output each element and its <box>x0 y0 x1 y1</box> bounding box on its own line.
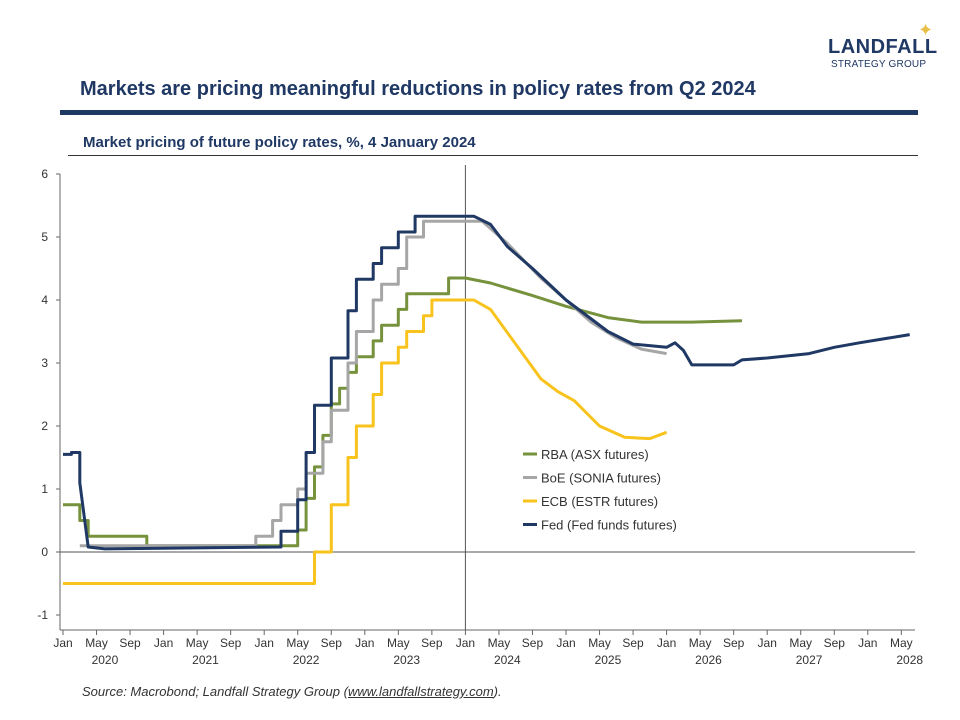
x-tick-month-label: May <box>286 636 309 650</box>
landfall-logo: ✦ LANDFALL STRATEGY GROUP <box>820 20 940 72</box>
page-title: Markets are pricing meaningful reduction… <box>80 78 756 100</box>
x-tick-month-label: May <box>186 636 209 650</box>
x-tick-month-label: Jan <box>456 636 475 650</box>
source-prefix: Source: Macrobond; Landfall Strategy Gro… <box>82 684 348 699</box>
series-line-fed <box>63 214 910 551</box>
x-tick-year-label: 2021 <box>192 653 219 667</box>
series-line-boe <box>79 219 667 548</box>
series-line-ecb <box>63 298 668 585</box>
y-tick-label: 4 <box>41 293 48 307</box>
x-tick-month-label: May <box>588 636 611 650</box>
x-tick-year-label: 2027 <box>796 653 823 667</box>
x-tick-year-label: 2025 <box>595 653 622 667</box>
x-tick-month-label: Sep <box>723 636 745 650</box>
y-tick-label: 6 <box>41 167 48 181</box>
y-tick-label: 2 <box>41 419 48 433</box>
x-tick-month-label: Jan <box>657 636 676 650</box>
x-tick-month-label: Sep <box>622 636 644 650</box>
source-suffix: ). <box>493 684 502 699</box>
title-divider <box>60 110 918 115</box>
logo-name: LANDFALL <box>828 36 938 58</box>
x-tick-year-label: 2020 <box>92 653 119 667</box>
x-tick-month-label: May <box>488 636 511 650</box>
x-tick-month-label: Sep <box>119 636 141 650</box>
x-tick-month-label: Jan <box>556 636 575 650</box>
chart-title: Market pricing of future policy rates, %… <box>83 134 476 151</box>
source-link[interactable]: www.landfallstrategy.com <box>347 684 494 699</box>
x-tick-month-label: Jan <box>355 636 374 650</box>
star-icon: ✦ <box>918 20 934 40</box>
x-tick-month-label: Sep <box>522 636 544 650</box>
y-tick-label: 5 <box>41 230 48 244</box>
x-tick-month-label: May <box>85 636 108 650</box>
x-tick-month-label: Jan <box>255 636 274 650</box>
legend-label: BoE (SONIA futures) <box>541 471 661 486</box>
x-tick-month-label: May <box>789 636 812 650</box>
x-tick-year-label: 2026 <box>695 653 722 667</box>
x-tick-month-label: Sep <box>220 636 242 650</box>
y-tick-label: 0 <box>41 545 48 559</box>
y-tick-label: 1 <box>41 482 48 496</box>
y-tick-label: 3 <box>41 356 48 370</box>
x-tick-year-label: 2023 <box>393 653 420 667</box>
x-tick-month-label: Jan <box>154 636 173 650</box>
legend-label: RBA (ASX futures) <box>541 447 649 462</box>
x-tick-year-label: 2024 <box>494 653 521 667</box>
legend-label: Fed (Fed funds futures) <box>541 518 677 533</box>
x-tick-month-label: May <box>387 636 410 650</box>
x-tick-month-label: Jan <box>53 636 72 650</box>
x-tick-month-label: Sep <box>321 636 343 650</box>
x-tick-month-label: May <box>890 636 913 650</box>
x-tick-month-label: Jan <box>858 636 877 650</box>
x-tick-year-label: 2022 <box>293 653 320 667</box>
logo-tagline: STRATEGY GROUP <box>831 59 927 70</box>
chart-title-divider <box>68 155 918 156</box>
x-tick-year-label: 2028 <box>896 653 923 667</box>
y-tick-label: -1 <box>37 608 48 622</box>
legend-label: ECB (ESTR futures) <box>541 494 658 509</box>
x-tick-month-label: Jan <box>758 636 777 650</box>
x-tick-month-label: Sep <box>824 636 846 650</box>
legend: RBA (ASX futures) BoE (SONIA futures) ECB … <box>523 447 677 533</box>
source-note: Source: Macrobond; Landfall Strategy Gro… <box>82 684 502 699</box>
x-tick-month-label: Sep <box>421 636 443 650</box>
x-tick-month-label: May <box>689 636 712 650</box>
